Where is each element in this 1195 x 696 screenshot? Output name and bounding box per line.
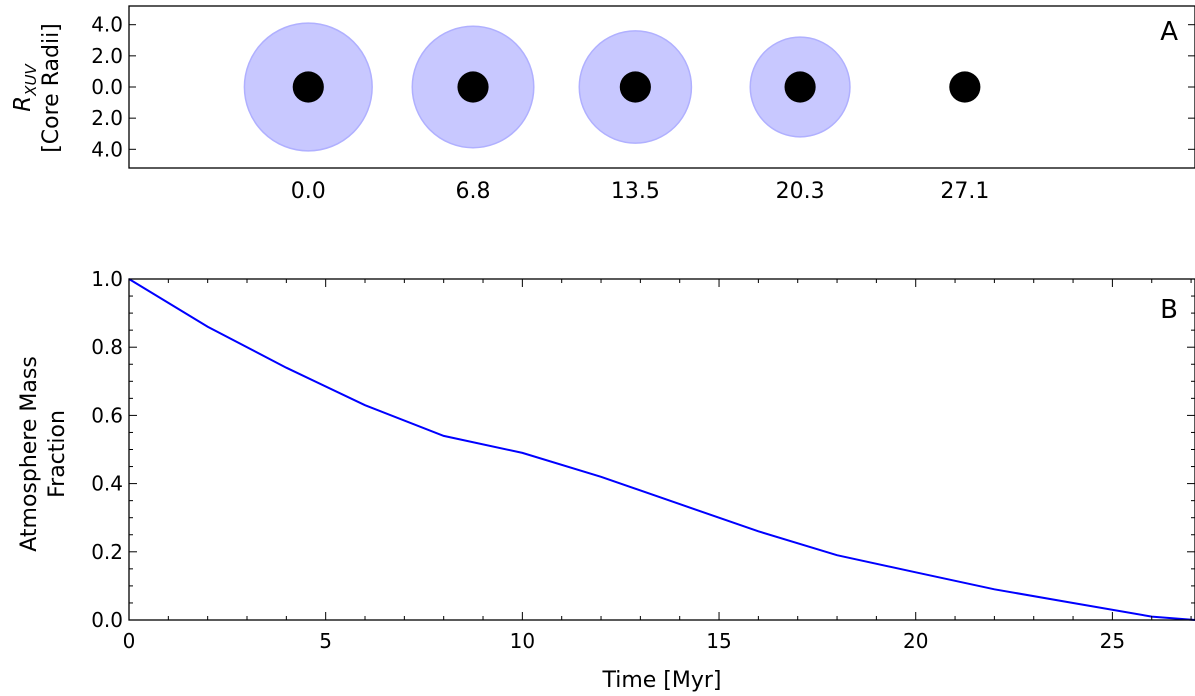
core-4 bbox=[949, 71, 981, 103]
panel-a-ylabel: RXUV bbox=[10, 63, 40, 112]
panel-b-xtick-label-5: 25 bbox=[1100, 629, 1125, 653]
panel-b-ylabel-line2: Fraction bbox=[45, 410, 70, 498]
panel-a-xtick-label-3: 20.3 bbox=[776, 179, 825, 204]
svg-text:RXUV: RXUV bbox=[10, 63, 40, 112]
panel-b-ytick-label-5: 1.0 bbox=[91, 267, 123, 291]
panel-a-ylabel-main: R bbox=[10, 96, 36, 112]
panel-a-xtick-label-1: 6.8 bbox=[456, 179, 491, 204]
panel-a: 0.0 6.8 13.5 20.3 27.1 4.0 2.0 0.0 2.0 4.0 A RXUV… bbox=[10, 5, 1195, 204]
panel-b-marks bbox=[128, 278, 1195, 621]
panel-b-label: B bbox=[1160, 295, 1178, 325]
panel-b-ytick-label-2: 0.4 bbox=[91, 472, 123, 496]
panel-a-ytick-label-1: 2.0 bbox=[91, 44, 123, 68]
panel-b-xtick-label-2: 10 bbox=[510, 629, 535, 653]
panel-b: 0 5 10 15 20 25 0.0 0.2 0.4 0.6 0.8 1.0 B Time [Myr… bbox=[17, 267, 1195, 693]
panel-b-xtick-label-3: 15 bbox=[706, 629, 731, 653]
core-2 bbox=[619, 71, 651, 103]
panel-a-xtick-label-0: 0.0 bbox=[291, 179, 326, 204]
panel-b-xtick-label-0: 0 bbox=[123, 629, 136, 653]
core-0 bbox=[292, 71, 324, 103]
panel-b-xtick-label-4: 20 bbox=[903, 629, 928, 653]
panel-b-ytick-label-4: 0.8 bbox=[91, 335, 123, 359]
panel-a-ytick-label-4: 4.0 bbox=[91, 137, 123, 161]
panel-a-ylabel-line2: [Core Radii] bbox=[39, 23, 64, 153]
panel-a-ylabel-sub: XUV bbox=[22, 63, 40, 97]
panel-b-ylabel-line1: Atmosphere Mass bbox=[17, 356, 42, 552]
panel-a-label: A bbox=[1160, 17, 1178, 47]
panel-a-ytick-label-3: 2.0 bbox=[91, 106, 123, 130]
panel-b-xtick-label-1: 5 bbox=[319, 629, 332, 653]
mass-fraction-line-0 bbox=[128, 278, 1195, 621]
panel-a-axes: 0.0 6.8 13.5 20.3 27.1 4.0 2.0 0.0 2.0 4.0 bbox=[91, 13, 1195, 204]
panel-a-ytick-label-2: 0.0 bbox=[91, 75, 123, 99]
panel-a-xtick-label-2: 13.5 bbox=[611, 179, 660, 204]
panel-b-ytick-label-0: 0.0 bbox=[91, 608, 123, 632]
panel-b-ytick-label-1: 0.2 bbox=[91, 540, 123, 564]
panel-b-frame bbox=[128, 278, 1195, 621]
panel-b-ytick-label-3: 0.6 bbox=[91, 403, 123, 427]
panel-b-axes: 0 5 10 15 20 25 0.0 0.2 0.4 0.6 0.8 1.0 bbox=[91, 267, 1195, 653]
core-1 bbox=[457, 71, 489, 103]
panel-a-ytick-label-0: 4.0 bbox=[91, 13, 123, 37]
panel-a-marks bbox=[243, 22, 981, 152]
core-3 bbox=[784, 71, 816, 103]
panel-b-xlabel: Time [Myr] bbox=[601, 668, 721, 693]
panel-a-xtick-label-4: 27.1 bbox=[940, 179, 989, 204]
